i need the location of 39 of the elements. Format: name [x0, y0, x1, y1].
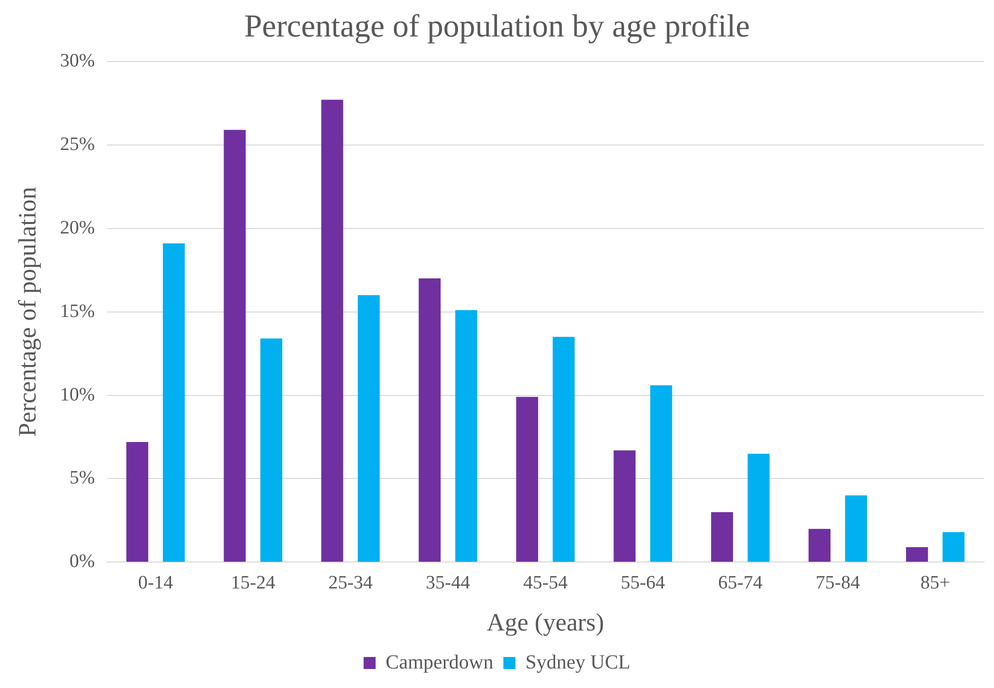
bar [748, 454, 770, 562]
x-tick-label: 85+ [920, 572, 950, 594]
bar [614, 450, 636, 562]
x-tick-label: 75-84 [816, 572, 860, 594]
bar [358, 295, 380, 562]
bar [552, 336, 575, 562]
bar [942, 532, 965, 562]
bar [845, 495, 868, 562]
bar [516, 396, 538, 562]
bar [418, 278, 441, 562]
x-tick-label: 0-14 [138, 572, 174, 594]
bar [162, 243, 185, 562]
y-tick-label: 30% [60, 50, 95, 72]
bar [711, 512, 734, 562]
x-axis-title: Age (years) [486, 610, 604, 637]
y-tick-label: 25% [60, 134, 95, 155]
bar [808, 528, 830, 562]
bar [126, 442, 148, 562]
x-tick-label: 45-54 [523, 572, 568, 594]
y-axis-title: Percentage of population [14, 186, 42, 437]
bar [455, 310, 478, 562]
bar [260, 338, 282, 562]
x-tick-label: 15-24 [230, 572, 276, 594]
y-tick-label: 10% [60, 384, 95, 406]
chart-title: Percentage of population by age profile [244, 8, 750, 44]
y-tick-label: 0% [70, 551, 95, 572]
legend-label: Camperdown [386, 651, 494, 674]
x-tick-label: 35-44 [426, 572, 471, 594]
bar [906, 547, 928, 562]
bar [650, 385, 672, 562]
y-tick-label: 20% [60, 217, 95, 238]
bar [224, 130, 246, 562]
legend-label: Sydney UCL [525, 651, 630, 674]
x-tick-label: 65-74 [718, 572, 764, 594]
bar [321, 100, 344, 562]
y-tick-label: 15% [60, 300, 95, 322]
x-tick-label: 55-64 [620, 572, 666, 594]
x-tick-label: 25-34 [328, 572, 374, 594]
y-tick-label: 5% [70, 468, 95, 489]
